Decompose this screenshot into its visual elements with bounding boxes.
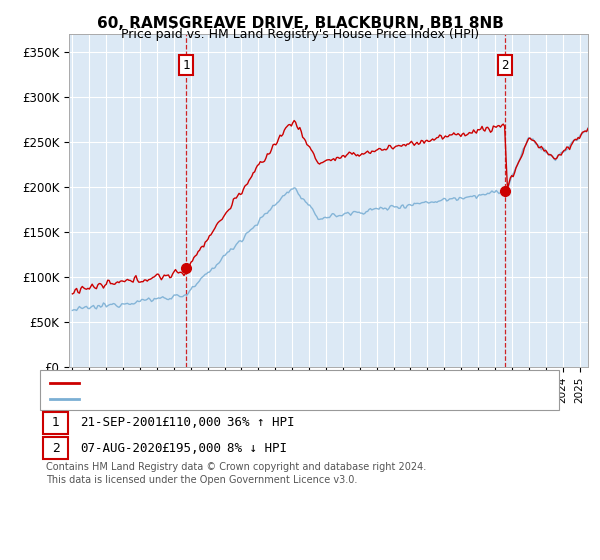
Text: 2: 2 (501, 59, 509, 72)
Text: HPI: Average price, detached house, Blackburn with Darwen: HPI: Average price, detached house, Blac… (85, 394, 414, 404)
Text: 36% ↑ HPI: 36% ↑ HPI (227, 416, 295, 430)
Text: £195,000: £195,000 (161, 441, 221, 455)
Text: 2: 2 (52, 441, 60, 455)
Text: 07-AUG-2020: 07-AUG-2020 (80, 441, 163, 455)
Text: Price paid vs. HM Land Registry's House Price Index (HPI): Price paid vs. HM Land Registry's House … (121, 28, 479, 41)
Text: 8% ↓ HPI: 8% ↓ HPI (227, 441, 287, 455)
Text: 1: 1 (182, 59, 190, 72)
Text: This data is licensed under the Open Government Licence v3.0.: This data is licensed under the Open Gov… (46, 475, 358, 485)
Text: 60, RAMSGREAVE DRIVE, BLACKBURN, BB1 8NB: 60, RAMSGREAVE DRIVE, BLACKBURN, BB1 8NB (97, 16, 503, 31)
Text: Contains HM Land Registry data © Crown copyright and database right 2024.: Contains HM Land Registry data © Crown c… (46, 463, 427, 473)
Text: 21-SEP-2001: 21-SEP-2001 (80, 416, 163, 430)
Text: 1: 1 (52, 416, 60, 430)
Text: 60, RAMSGREAVE DRIVE, BLACKBURN, BB1 8NB (detached house): 60, RAMSGREAVE DRIVE, BLACKBURN, BB1 8NB… (85, 377, 447, 388)
Text: £110,000: £110,000 (161, 416, 221, 430)
